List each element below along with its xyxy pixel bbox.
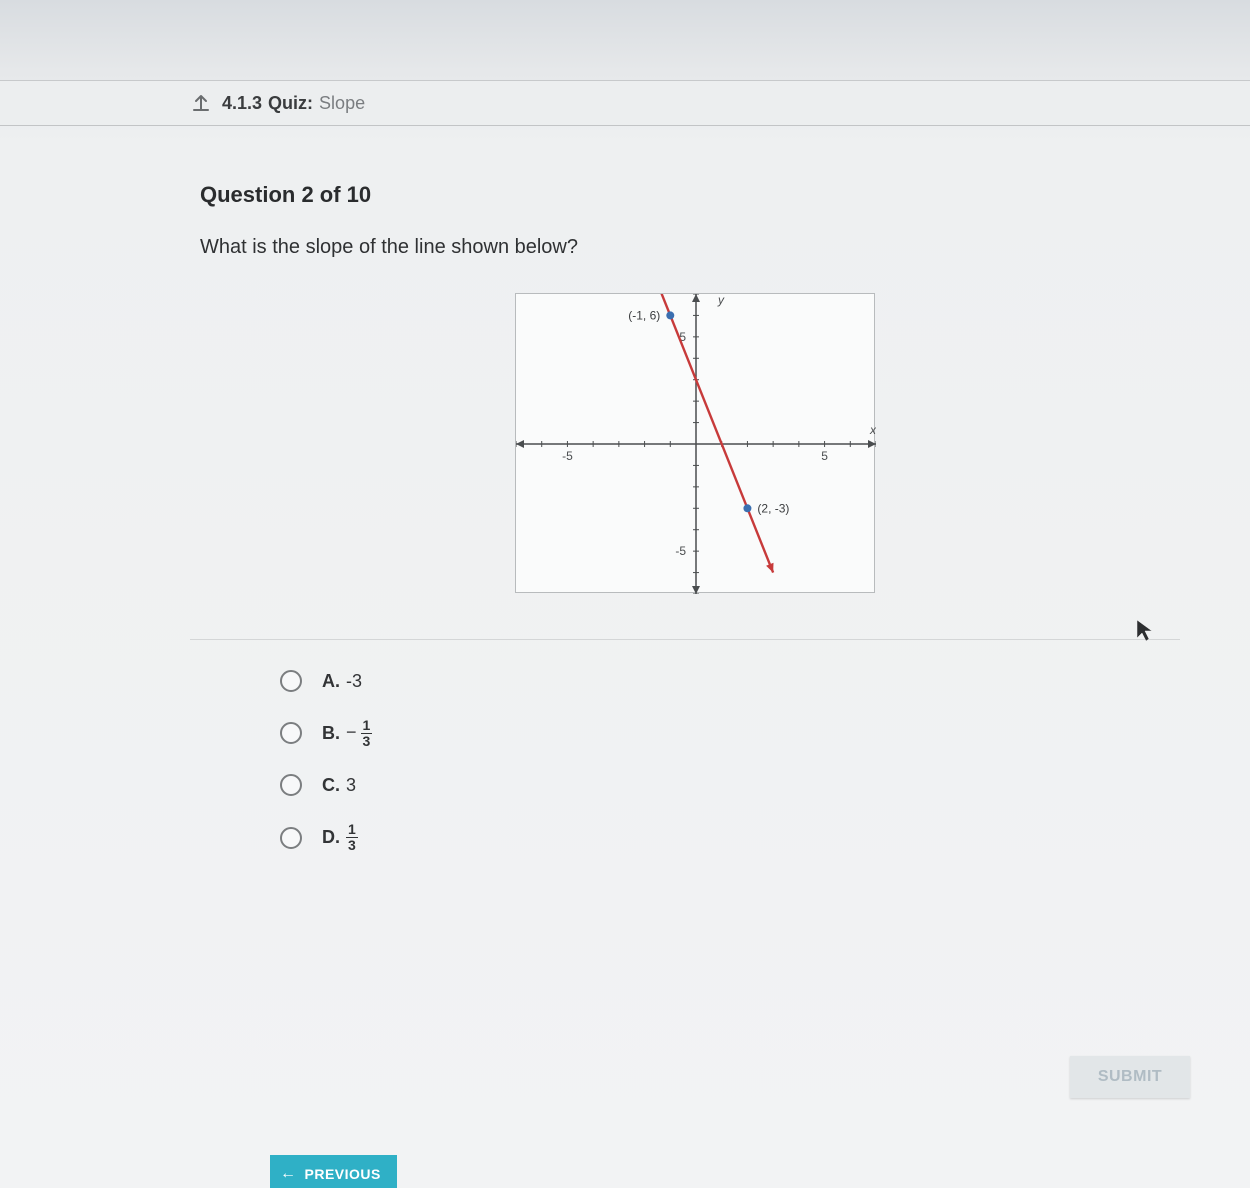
svg-text:(-1, 6): (-1, 6) bbox=[628, 308, 660, 322]
option-a[interactable]: A. -3 bbox=[280, 670, 1190, 692]
svg-text:-5: -5 bbox=[675, 544, 686, 558]
option-letter: C. bbox=[322, 775, 340, 796]
svg-text:y: y bbox=[717, 294, 725, 307]
quiz-header: 4.1.3 Quiz: Slope bbox=[0, 80, 1250, 126]
option-letter: D. bbox=[322, 827, 340, 848]
submit-button[interactable]: SUBMIT bbox=[1070, 1056, 1190, 1098]
svg-text:(2, -3): (2, -3) bbox=[757, 501, 789, 515]
content-area: Question 2 of 10 What is the slope of th… bbox=[0, 182, 1250, 853]
back-icon[interactable] bbox=[190, 92, 212, 114]
graph-container: 5-55-5yx(-1, 6)(2, -3) bbox=[200, 293, 1190, 593]
arrow-left-icon: ← bbox=[280, 1165, 297, 1183]
svg-text:x: x bbox=[869, 423, 876, 437]
quiz-topic: Slope bbox=[319, 93, 365, 114]
answer-options: A. -3 B. −13 C. 3 D. 13 bbox=[200, 670, 1190, 853]
option-value: 13 bbox=[346, 822, 358, 852]
quiz-code: 4.1.3 bbox=[222, 93, 262, 114]
svg-text:5: 5 bbox=[821, 449, 828, 463]
section-divider bbox=[190, 639, 1180, 640]
radio-icon[interactable] bbox=[280, 670, 302, 692]
radio-icon[interactable] bbox=[280, 722, 302, 744]
previous-button[interactable]: ← PREVIOUS bbox=[270, 1155, 397, 1188]
coordinate-graph: 5-55-5yx(-1, 6)(2, -3) bbox=[515, 293, 875, 593]
option-c[interactable]: C. 3 bbox=[280, 774, 1190, 796]
cursor-icon bbox=[1135, 618, 1155, 644]
option-d[interactable]: D. 13 bbox=[280, 822, 1190, 852]
option-letter: A. bbox=[322, 671, 340, 692]
question-number: Question 2 of 10 bbox=[200, 182, 1190, 208]
svg-text:-5: -5 bbox=[562, 449, 573, 463]
question-text: What is the slope of the line shown belo… bbox=[200, 236, 1190, 259]
option-value: −13 bbox=[346, 718, 372, 748]
radio-icon[interactable] bbox=[280, 827, 302, 849]
option-letter: B. bbox=[322, 723, 340, 744]
option-value: -3 bbox=[346, 671, 362, 692]
quiz-label: Quiz: bbox=[268, 93, 313, 114]
radio-icon[interactable] bbox=[280, 774, 302, 796]
previous-label: PREVIOUS bbox=[305, 1166, 381, 1182]
option-value: 3 bbox=[346, 775, 356, 796]
option-b[interactable]: B. −13 bbox=[280, 718, 1190, 748]
